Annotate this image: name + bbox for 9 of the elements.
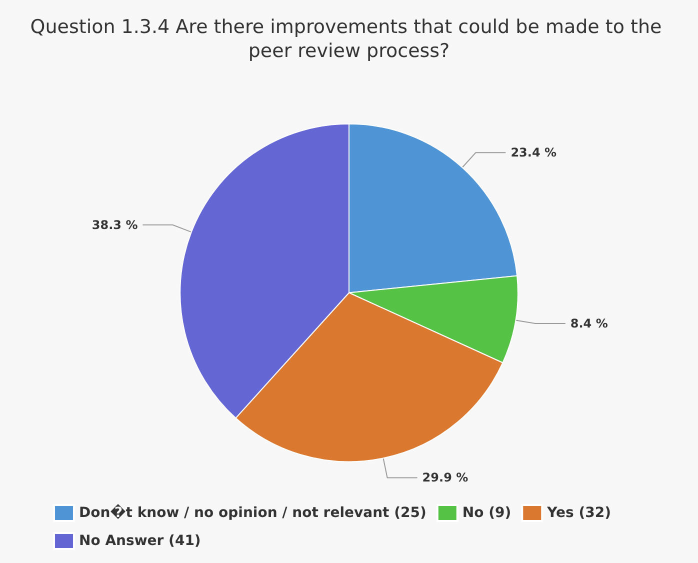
- legend-label: Don�t know / no opinion / not relevant (25): [79, 504, 426, 521]
- chart-title: Question 1.3.4 Are there improvements that could be made to the peer review process?: [30, 16, 668, 62]
- legend-label: Yes (32): [546, 505, 611, 521]
- legend-label: No (9): [462, 505, 512, 521]
- data-label: 29.9 %: [422, 470, 468, 485]
- data-label: 38.3 %: [92, 218, 138, 232]
- data-label: 8.4 %: [570, 316, 608, 330]
- data-label: 23.4 %: [510, 146, 557, 160]
- legend-label: No Answer (41): [79, 533, 201, 549]
